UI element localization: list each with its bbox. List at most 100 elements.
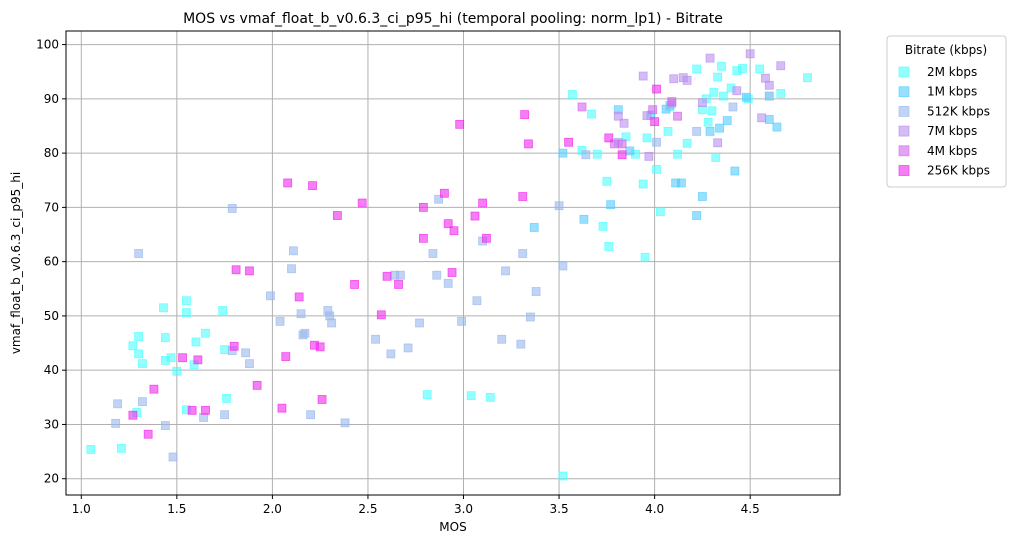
data-point (191, 337, 201, 347)
legend-label: 2M kbps (927, 65, 977, 79)
data-point (283, 178, 293, 188)
data-point (764, 115, 774, 124)
data-point (231, 265, 241, 275)
plot-frame (66, 31, 840, 495)
data-point (728, 102, 738, 112)
data-point (715, 123, 724, 133)
data-point (732, 86, 742, 96)
data-point (455, 119, 465, 129)
data-point (220, 410, 230, 420)
data-point (554, 201, 564, 211)
data-point (418, 202, 428, 212)
legend-marker (898, 106, 910, 117)
data-point (134, 332, 144, 341)
data-point (149, 384, 159, 394)
data-point (482, 233, 491, 243)
data-point (317, 395, 327, 404)
data-point (138, 359, 147, 369)
data-point (241, 348, 251, 358)
x-tick-label: 1.0 (72, 502, 91, 516)
data-point (289, 246, 298, 256)
x-axis: 1.0 1.5 2.0 2.5 3.0 3.5 4.0 4.5 (72, 495, 760, 516)
data-point (642, 133, 652, 143)
data-point (652, 164, 661, 174)
legend-marker (898, 86, 910, 98)
data-point (447, 268, 457, 277)
y-tick-label: 20 (44, 472, 59, 486)
series-group (577, 97, 682, 149)
data-point (682, 75, 692, 85)
data-point (296, 309, 306, 319)
data-point (638, 179, 648, 189)
data-point (160, 333, 170, 343)
data-point (673, 149, 682, 159)
data-point (698, 98, 707, 108)
data-point (222, 394, 231, 403)
legend-label: 1M kbps (927, 85, 977, 99)
data-point (168, 452, 178, 462)
data-point (143, 429, 153, 439)
data-point (128, 410, 138, 420)
data-point (245, 266, 254, 276)
data-point (403, 343, 413, 353)
data-point (497, 334, 507, 344)
y-tick-label: 100 (36, 38, 59, 52)
data-point (650, 117, 660, 127)
data-point (652, 84, 661, 94)
data-point (457, 316, 467, 326)
data-point (738, 64, 747, 73)
legend-marker (898, 145, 910, 157)
data-point (327, 318, 337, 328)
data-point (281, 352, 291, 362)
data-point (717, 61, 726, 71)
data-point (357, 198, 367, 208)
legend-frame (886, 35, 1007, 188)
data-point (776, 89, 786, 98)
chart-title: MOS vs vmaf_float_b_v0.6.3_ci_p95_hi (te… (183, 11, 723, 27)
y-tick-label: 90 (44, 92, 59, 106)
data-point (524, 139, 533, 149)
y-axis: 20 30 40 50 60 70 80 90 100 (36, 38, 66, 486)
data-point (201, 328, 210, 338)
data-point (245, 359, 254, 369)
legend-marker (898, 125, 910, 137)
data-point (350, 280, 359, 289)
data-point (386, 349, 396, 359)
data-point (277, 403, 287, 413)
x-tick-label: 1.5 (167, 502, 186, 516)
data-point (652, 137, 661, 147)
data-point (520, 110, 530, 119)
data-points (86, 49, 812, 481)
y-tick-label: 70 (44, 200, 59, 214)
data-point (418, 233, 428, 243)
data-point (371, 334, 381, 344)
data-point (443, 278, 453, 288)
data-point (287, 264, 296, 274)
data-point (755, 64, 765, 74)
data-point (676, 178, 686, 188)
data-point (275, 316, 285, 326)
data-point (470, 211, 480, 221)
data-point (604, 133, 614, 143)
data-point (193, 355, 203, 365)
data-point (713, 72, 723, 82)
data-point (428, 249, 438, 258)
legend-label: 4M kbps (927, 144, 977, 158)
data-point (757, 113, 767, 123)
data-point (252, 380, 262, 390)
data-point (564, 137, 574, 147)
data-point (730, 166, 740, 176)
data-point (529, 223, 539, 232)
legend: Bitrate (kbps) 2M kbps 1M kbps 512K kbps 7M… (886, 35, 1007, 188)
data-point (803, 73, 812, 83)
data-point (113, 399, 122, 409)
data-point (772, 122, 782, 132)
data-point (558, 471, 568, 481)
data-point (703, 117, 713, 127)
x-axis-label: MOS (439, 520, 466, 534)
data-point (266, 291, 275, 301)
data-point (741, 92, 751, 102)
data-point (187, 405, 197, 415)
data-point (111, 418, 121, 428)
